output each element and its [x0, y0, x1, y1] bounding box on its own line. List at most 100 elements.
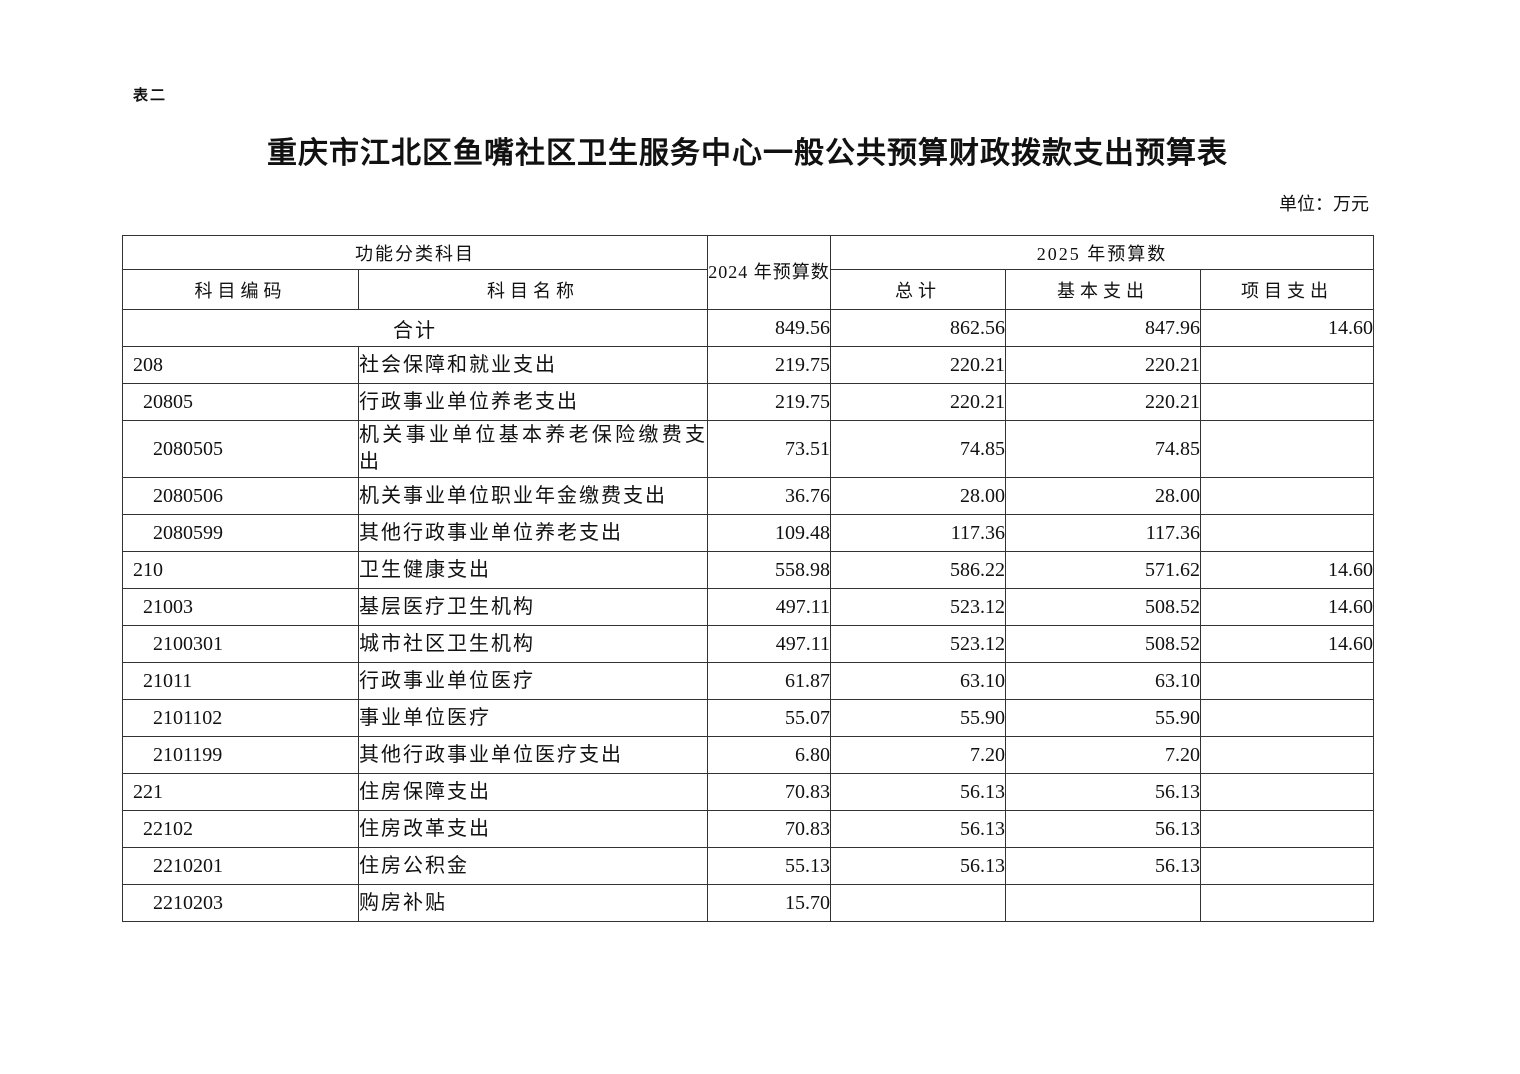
cell-basic: 55.90: [1005, 699, 1201, 737]
cell-y2024: 55.07: [707, 699, 831, 737]
cell-code: 208: [122, 346, 359, 384]
table-row: 20805 行政事业单位养老支出 219.75 220.21 220.21: [122, 383, 1375, 421]
cell-basic: 56.13: [1005, 810, 1201, 848]
cell-y2024: 6.80: [707, 736, 831, 774]
cell-basic: 117.36: [1005, 514, 1201, 552]
cell-name: 其他行政事业单位医疗支出: [358, 736, 708, 774]
cell-project: [1199, 736, 1375, 774]
cell-y2024: 15.70: [707, 884, 831, 922]
cell-total: 56.13: [830, 773, 1006, 811]
cell-name: 机关事业单位职业年金缴费支出: [358, 477, 708, 515]
cell-y2024: 497.11: [707, 588, 831, 626]
cell-basic: 56.13: [1005, 847, 1201, 885]
cell-project: [1199, 884, 1375, 922]
cell-name: 卫生健康支出: [358, 551, 708, 589]
cell-code: 2080505: [122, 420, 359, 478]
cell-y2024: 73.51: [707, 420, 831, 478]
cell-code: 21011: [122, 662, 359, 700]
cell-y2024: 55.13: [707, 847, 831, 885]
cell-total: 220.21: [830, 346, 1006, 384]
cell-code: 21003: [122, 588, 359, 626]
header-col-basic: 基本支出: [1005, 269, 1201, 310]
total-2025-basic: 847.96: [1005, 309, 1201, 347]
cell-name: 行政事业单位医疗: [358, 662, 708, 700]
cell-y2024: 70.83: [707, 810, 831, 848]
table-row: 2101102 事业单位医疗 55.07 55.90 55.90: [122, 699, 1375, 737]
cell-total: 28.00: [830, 477, 1006, 515]
table-row: 2210203 购房补贴 15.70: [122, 884, 1375, 922]
cell-basic: 220.21: [1005, 383, 1201, 421]
cell-project: [1199, 662, 1375, 700]
cell-y2024: 36.76: [707, 477, 831, 515]
header-col-name: 科目名称: [358, 269, 708, 310]
doc-tag: 表二: [133, 88, 168, 104]
cell-project: [1199, 699, 1375, 737]
cell-total: 220.21: [830, 383, 1006, 421]
unit-label: 单位：万元: [1279, 194, 1369, 214]
total-row: 合计 849.56 862.56 847.96 14.60: [122, 309, 1375, 347]
table-row: 21011 行政事业单位医疗 61.87 63.10 63.10: [122, 662, 1375, 700]
cell-y2024: 61.87: [707, 662, 831, 700]
cell-code: 2210203: [122, 884, 359, 922]
cell-total: 56.13: [830, 847, 1006, 885]
cell-project: [1199, 514, 1375, 552]
header-row-2: 科目编码 科目名称 总计 基本支出 项目支出: [122, 269, 1375, 310]
cell-name: 城市社区卫生机构: [358, 625, 708, 663]
cell-project: [1199, 847, 1375, 885]
cell-code: 20805: [122, 383, 359, 421]
table-row: 2210201 住房公积金 55.13 56.13 56.13: [122, 847, 1375, 885]
cell-code: 221: [122, 773, 359, 811]
cell-code: 22102: [122, 810, 359, 848]
cell-code: 2080506: [122, 477, 359, 515]
total-2025-total: 862.56: [830, 309, 1006, 347]
cell-total: 74.85: [830, 420, 1006, 478]
cell-basic: 74.85: [1005, 420, 1201, 478]
cell-basic: [1005, 884, 1201, 922]
cell-code: 210: [122, 551, 359, 589]
table-row: 2080505 机关事业单位基本养老保险缴费支出 73.51 74.85 74.…: [122, 420, 1375, 478]
cell-project: 14.60: [1199, 551, 1375, 589]
cell-name: 住房保障支出: [358, 773, 708, 811]
table-row: 21003 基层医疗卫生机构 497.11 523.12 508.52 14.6…: [122, 588, 1375, 626]
header-func-group: 功能分类科目: [122, 235, 708, 270]
cell-basic: 571.62: [1005, 551, 1201, 589]
table-row: 22102 住房改革支出 70.83 56.13 56.13: [122, 810, 1375, 848]
cell-code: 2210201: [122, 847, 359, 885]
cell-code: 2101199: [122, 736, 359, 774]
total-y2024: 849.56: [707, 309, 831, 347]
total-2025-project: 14.60: [1199, 309, 1375, 347]
cell-name: 其他行政事业单位养老支出: [358, 514, 708, 552]
cell-project: [1199, 346, 1375, 384]
cell-name: 购房补贴: [358, 884, 708, 922]
cell-project: 14.60: [1199, 588, 1375, 626]
table-row: 208 社会保障和就业支出 219.75 220.21 220.21: [122, 346, 1375, 384]
table-row: 2100301 城市社区卫生机构 497.11 523.12 508.52 14…: [122, 625, 1375, 663]
header-col-code: 科目编码: [122, 269, 359, 310]
cell-y2024: 558.98: [707, 551, 831, 589]
page-title: 重庆市江北区鱼嘴社区卫生服务中心一般公共预算财政拨款支出预算表: [267, 137, 1228, 170]
cell-y2024: 219.75: [707, 346, 831, 384]
table-row: 2101199 其他行政事业单位医疗支出 6.80 7.20 7.20: [122, 736, 1375, 774]
cell-basic: 220.21: [1005, 346, 1201, 384]
cell-basic: 63.10: [1005, 662, 1201, 700]
cell-basic: 28.00: [1005, 477, 1201, 515]
cell-project: [1199, 383, 1375, 421]
cell-name: 住房公积金: [358, 847, 708, 885]
cell-total: 56.13: [830, 810, 1006, 848]
cell-basic: 508.52: [1005, 588, 1201, 626]
cell-name: 基层医疗卫生机构: [358, 588, 708, 626]
cell-project: [1199, 810, 1375, 848]
total-label: 合计: [122, 309, 708, 347]
cell-name: 事业单位医疗: [358, 699, 708, 737]
cell-name: 机关事业单位基本养老保险缴费支出: [358, 420, 708, 478]
header-col-project: 项目支出: [1199, 269, 1375, 310]
cell-y2024: 70.83: [707, 773, 831, 811]
cell-total: 7.20: [830, 736, 1006, 774]
cell-total: 523.12: [830, 625, 1006, 663]
header-col-total: 总计: [830, 269, 1006, 310]
cell-code: 2080599: [122, 514, 359, 552]
cell-total: 586.22: [830, 551, 1006, 589]
cell-project: [1199, 477, 1375, 515]
cell-project: [1199, 773, 1375, 811]
